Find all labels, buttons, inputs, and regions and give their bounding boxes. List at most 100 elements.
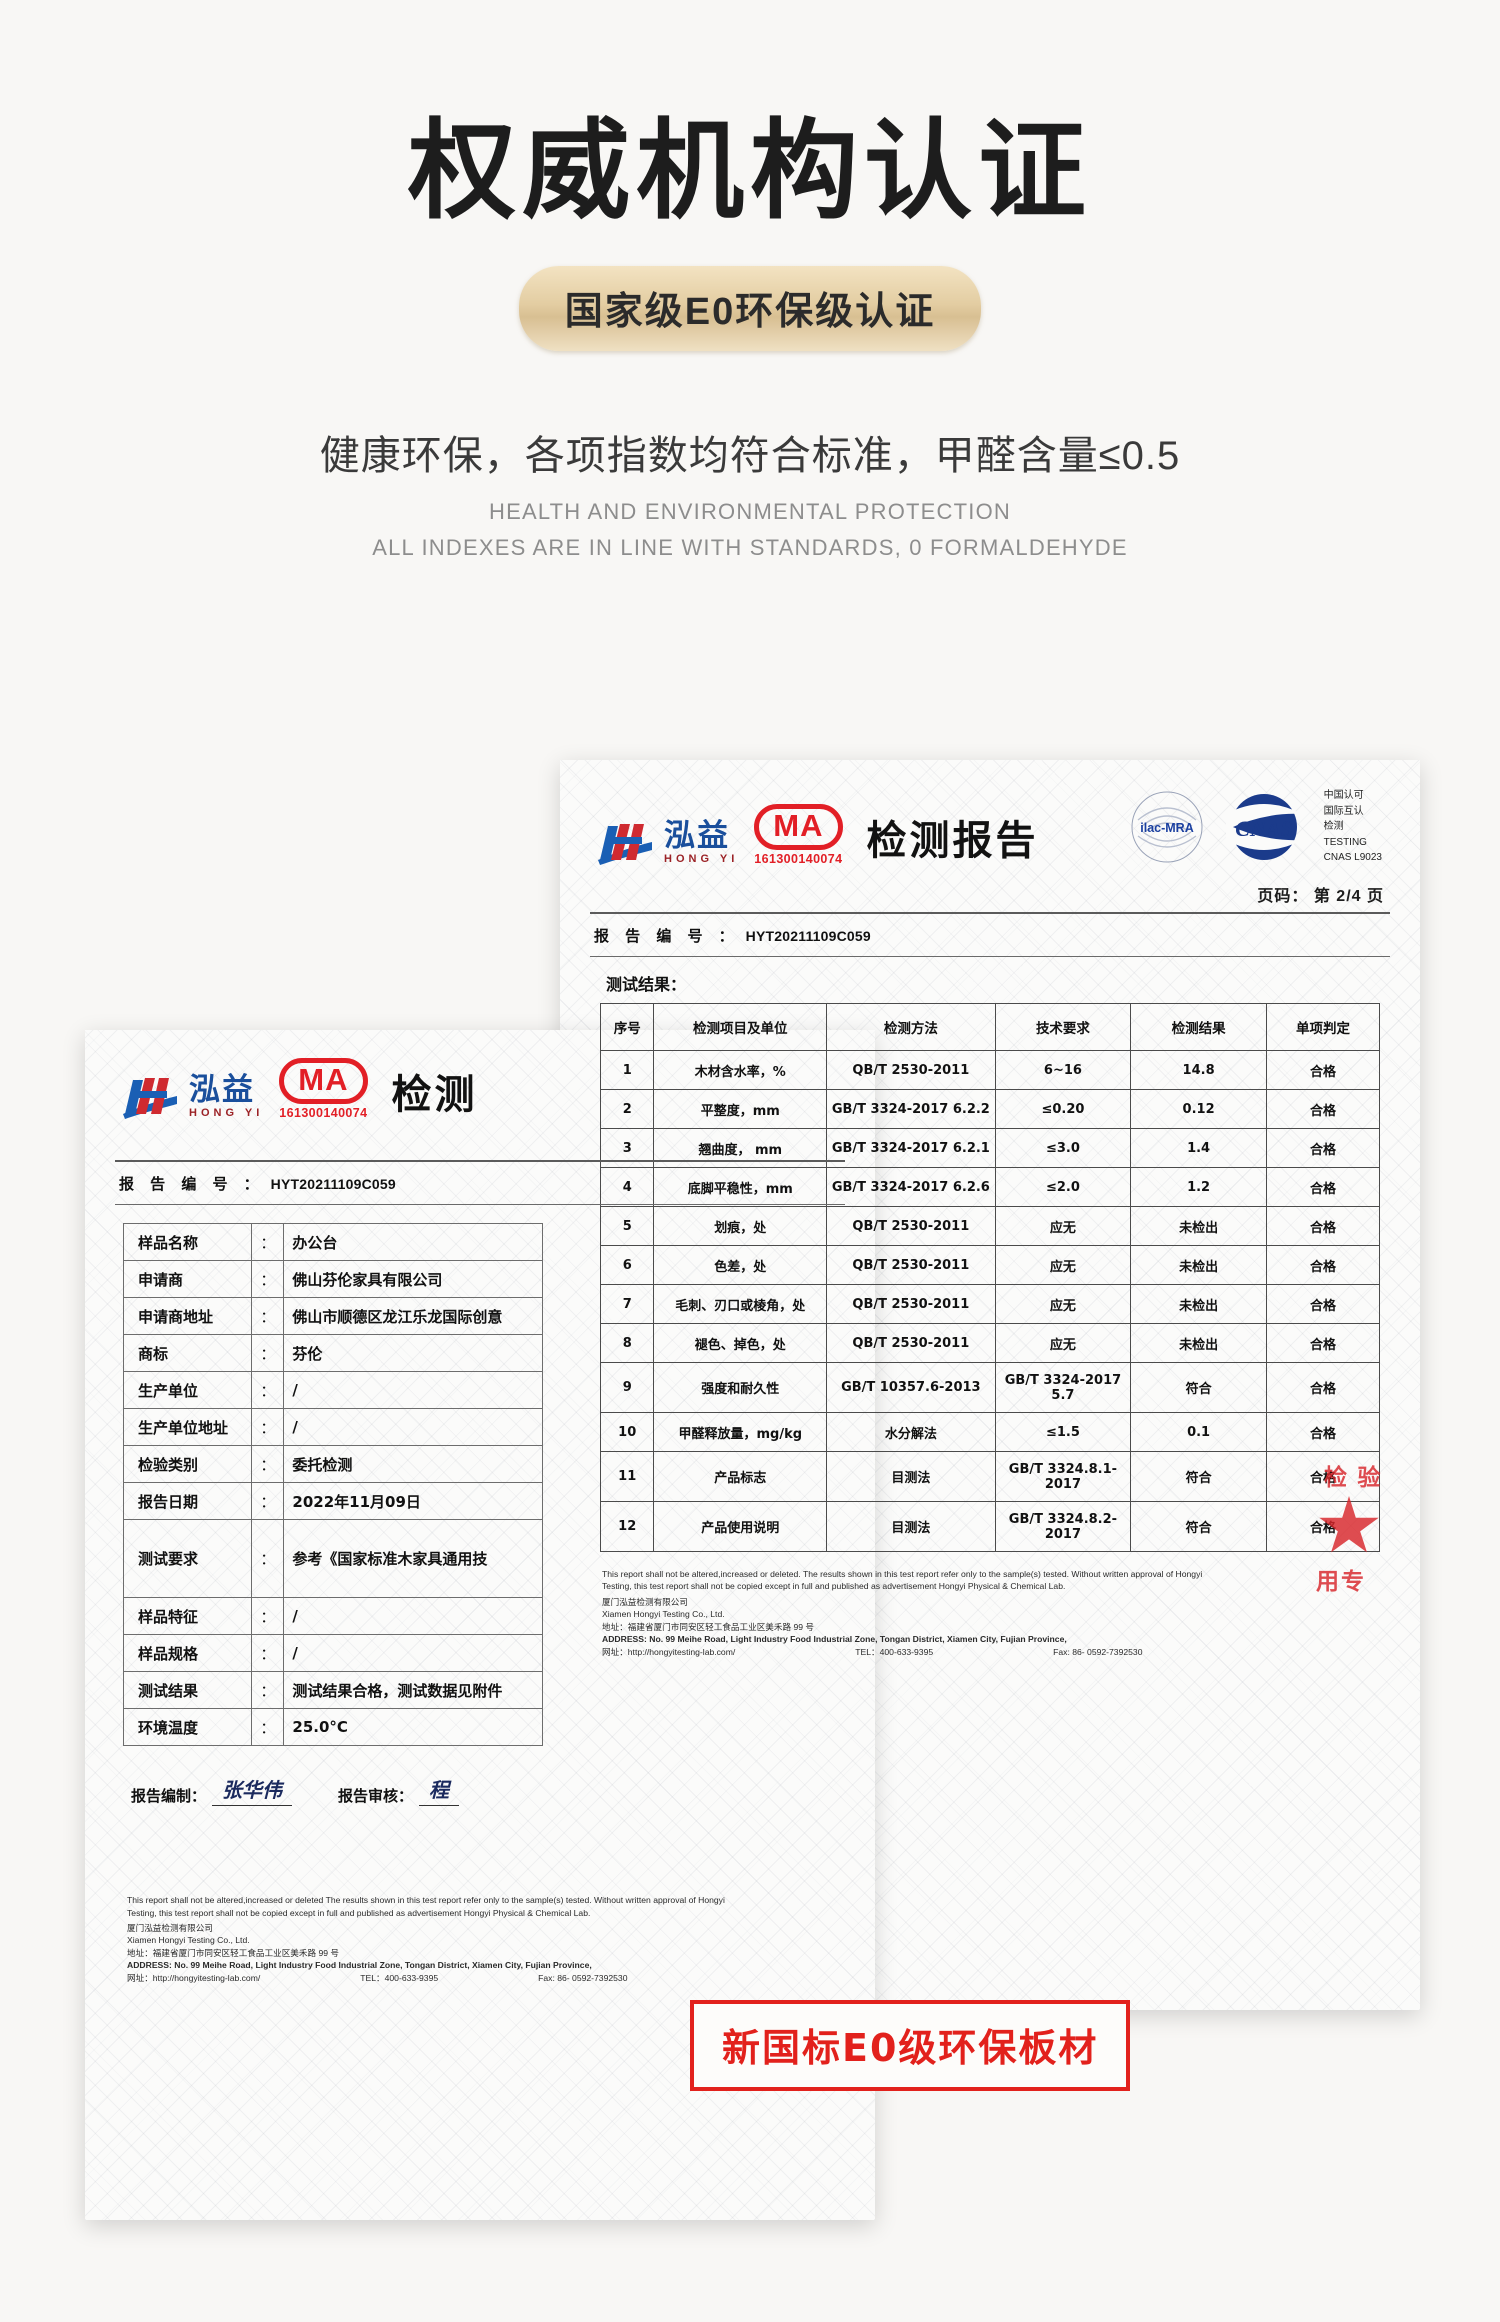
legal-website[interactable]: 网址：http://hongyitesting-lab.com/ (602, 1646, 736, 1657)
cell-method: GB/T 10357.6-2013 (826, 1362, 996, 1413)
cell-method: GB/T 3324-2017 6.2.2 (826, 1089, 996, 1129)
front-legal-line-1: This report shall not be altered,increas… (127, 1895, 725, 1906)
cell-result: 0.12 (1130, 1089, 1267, 1129)
front-legal-website[interactable]: 网址：http://hongyitesting-lab.com/ (127, 1972, 261, 1983)
cell-verdict: 合格 (1265, 1167, 1381, 1207)
hongyi-english-name: HONG YI (664, 853, 739, 865)
test-results-table: 序号 检测项目及单位 检测方法 技术要求 检测结果 单项判定 1 木材含水率，% Q… (599, 1003, 1381, 1552)
cell-verdict: 合格 (1265, 1128, 1381, 1168)
info-row: 样品名称：办公台 (122, 1223, 543, 1262)
info-key: 样品特征 (122, 1597, 253, 1636)
report-legal-footer: This report shall not be altered,increas… (560, 1552, 1420, 1658)
cma-number-front: 161300140074 (279, 1105, 368, 1120)
front-legal-line-2: Testing, this test report shall not be c… (127, 1907, 591, 1918)
hongyi-chinese-name: 泓益 (664, 818, 730, 853)
cell-requirement: ≤1.5 (994, 1412, 1132, 1452)
table-row: 9 强度和耐久性 GB/T 10357.6-2013 GB/T 3324-2017 5… (599, 1362, 1381, 1413)
cell-requirement: ≤2.0 (994, 1167, 1132, 1207)
info-key: 测试结果 (122, 1671, 253, 1710)
hero-english-line-1: HEALTH AND ENVIRONMENTAL PROTECTION (489, 499, 1011, 525)
table-row: 2 平整度，mm GB/T 3324-2017 6.2.2 ≤0.20 0.12 合格 (599, 1089, 1381, 1129)
cell-method: QB/T 2530-2011 (826, 1323, 996, 1363)
cma-mark-text: MA (754, 803, 843, 850)
legal-line-1: This report shall not be altered,increas… (602, 1569, 1203, 1579)
table-row: 6 色差，处 QB/T 2530-2011 应无 未检出 合格 (599, 1245, 1381, 1285)
cell-requirement: 应无 (994, 1245, 1132, 1285)
report-number-value: HYT20211109C059 (745, 927, 871, 944)
eco-board-banner: 新国标E0级环保板材 (690, 2000, 1131, 2091)
cnas-side-line-3: 检测 (1323, 821, 1344, 832)
cell-item: 毛刺、刃口或棱角，处 (653, 1284, 828, 1324)
divider-top (590, 911, 1390, 914)
legal-en-company: Xiamen Hongyi Testing Co., Ltd. (602, 1609, 725, 1620)
cell-item: 划痕，处 (653, 1206, 828, 1246)
front-legal-en-address: ADDRESS: No. 99 Meihe Road, Light Indust… (127, 1960, 592, 1971)
cell-result: 未检出 (1130, 1245, 1267, 1285)
cell-requirement: ≤0.20 (994, 1089, 1132, 1129)
info-row: 样品规格： / (122, 1634, 543, 1673)
front-legal-cn-company: 厦门泓益检测有限公司 (127, 1922, 213, 1933)
front-legal-cn-address: 地址：福建省厦门市同安区轻工食品工业区美禾路 99 号 (127, 1947, 339, 1958)
cma-mark-text-front: MA (279, 1058, 368, 1104)
cell-index: 8 (599, 1323, 655, 1363)
cma-number: 161300140074 (754, 851, 843, 866)
page-title: 权威机构认证 (407, 109, 1092, 234)
front-legal-fax: Fax: 86- 0592-7392530 (538, 1972, 628, 1983)
seal-star-icon (1319, 1496, 1379, 1553)
info-value: / (283, 1597, 543, 1636)
report-number-label: 报 告 编 号 ： (594, 927, 740, 945)
info-value: 25.0°C (283, 1708, 543, 1747)
cma-logo-front: MA 161300140074 (279, 1058, 368, 1120)
signature-author-value: 张华伟 (212, 1774, 293, 1807)
table-row: 4 底脚平稳性，mm GB/T 3324-2017 6.2.6 ≤2.0 1.2 合格 (599, 1167, 1381, 1207)
info-value: 参考《国家标准木家具通用技 (283, 1519, 543, 1599)
info-colon: ： (251, 1519, 285, 1599)
report-title: 检测报告 (866, 818, 1039, 863)
info-colon: ： (251, 1260, 285, 1299)
cell-index: 10 (599, 1412, 655, 1452)
front-report-number-label: 报 告 编 号 ： (119, 1175, 265, 1193)
info-colon: ： (251, 1671, 285, 1710)
cell-result: 符合 (1130, 1362, 1267, 1413)
divider-bottom (590, 955, 1390, 957)
signature-author-label: 报告编制： (131, 1788, 207, 1806)
cell-result: 符合 (1130, 1501, 1267, 1552)
info-value: 办公台 (283, 1223, 543, 1262)
sample-info-body: 样品名称：办公台 申请商：佛山芬伦家具有限公司 申请商地址：佛山市顺德区龙江乐龙国际… (122, 1223, 543, 1747)
info-value: / (283, 1408, 543, 1447)
info-value: 芬伦 (283, 1334, 543, 1373)
info-row: 生产单位地址： / (122, 1408, 543, 1447)
info-key: 环境温度 (122, 1708, 253, 1747)
cell-requirement: GB/T 3324.8.2-2017 (994, 1501, 1132, 1552)
col-method: 检测方法 (826, 1003, 996, 1051)
legal-fax: Fax: 86- 0592-7392530 (1053, 1646, 1143, 1657)
info-row: 测试要求：参考《国家标准木家具通用技 (122, 1519, 543, 1599)
cell-method: QB/T 2530-2011 (826, 1050, 996, 1090)
info-value: / (283, 1371, 543, 1410)
cma-logo: MA 161300140074 (754, 803, 843, 866)
front-report-number-row: 报 告 编 号 ： HYT20211109C059 (85, 1162, 875, 1204)
seal-line-2: 用专 (1316, 1568, 1366, 1594)
info-colon: ： (251, 1708, 285, 1747)
front-legal-tel: TEL：400-633-9395 (360, 1972, 439, 1983)
info-key: 样品名称 (122, 1223, 253, 1262)
cell-verdict: 合格 (1265, 1412, 1381, 1452)
cell-verdict: 合格 (1265, 1089, 1381, 1129)
info-colon: ： (251, 1634, 285, 1673)
front-divider-bottom (115, 1203, 845, 1206)
legal-cn-company: 厦门泓益检测有限公司 (602, 1596, 688, 1607)
info-row: 申请商：佛山芬伦家具有限公司 (122, 1260, 543, 1299)
cnas-icon: CNAS (1216, 790, 1312, 864)
signature-reviewer-label: 报告审核： (338, 1788, 414, 1806)
cell-requirement: ≤3.0 (994, 1128, 1132, 1168)
info-value: 佛山市顺德区龙江乐龙国际创意 (283, 1297, 543, 1336)
info-row: 申请商地址：佛山市顺德区龙江乐龙国际创意 (122, 1297, 543, 1336)
info-key: 样品规格 (122, 1634, 253, 1673)
info-row: 检验类别：委托检测 (122, 1445, 543, 1484)
info-key: 报告日期 (122, 1482, 253, 1521)
front-header-logos: 泓益 HONG YI MA 161300140074 检测 (85, 1030, 875, 1126)
cell-result: 14.8 (1130, 1050, 1267, 1090)
hongyi-h-icon-front (119, 1074, 181, 1120)
legal-en-address: ADDRESS: No. 99 Meihe Road, Light Indust… (602, 1634, 1067, 1645)
cell-verdict: 合格 (1265, 1206, 1381, 1246)
